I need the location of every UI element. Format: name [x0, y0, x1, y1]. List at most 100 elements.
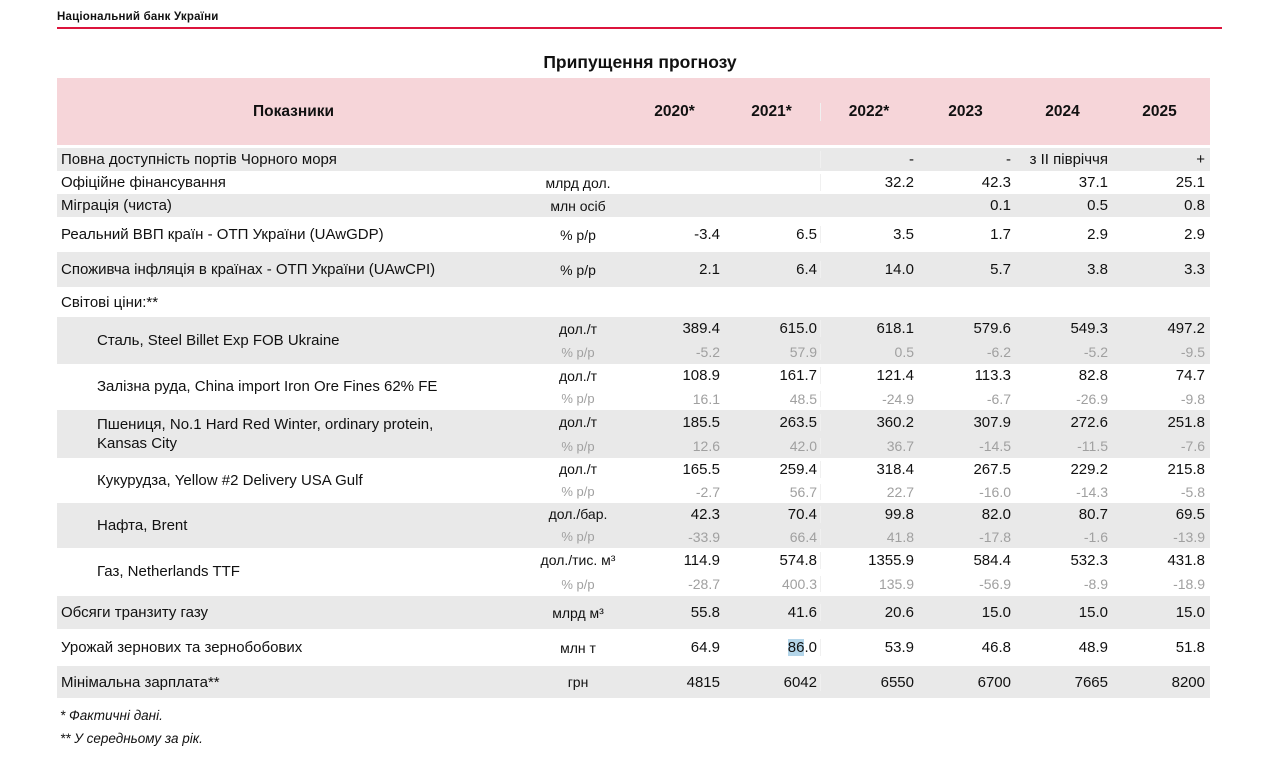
unit-cell: % р/р	[560, 226, 596, 243]
unit-cell-secondary: % р/р	[561, 391, 595, 406]
unit-cell-secondary: % р/р	[561, 576, 595, 592]
value-cell-secondary: -1.6	[1083, 528, 1108, 545]
row-label: Газ, Netherlands TTF	[97, 563, 240, 581]
value-cell: 584.4	[973, 551, 1011, 569]
value-cell-secondary: -8.9	[1083, 576, 1108, 592]
value-cell-secondary: -26.9	[1076, 390, 1108, 407]
row-label: Урожай зернових та зернобобових	[61, 639, 303, 656]
row-label: Сталь, Steel Billet Exp FOB Ukraine	[97, 331, 340, 349]
unit-cell-secondary: % р/р	[561, 529, 595, 545]
value-cell-secondary: -6.2	[986, 344, 1011, 361]
footnotes: * Фактичні дані. ** У середньому за рік.	[60, 705, 203, 751]
value-cell: 0.5	[1087, 197, 1108, 214]
unit-cell: % р/р	[560, 261, 596, 278]
table-header: Показники 2020* 2021* 2022* 2023 2024 2025	[57, 78, 1210, 145]
value-cell-secondary: -6.7	[986, 390, 1011, 407]
value-cell: 70.4	[787, 505, 817, 523]
value-cell: 69.5	[1175, 505, 1205, 523]
value-cell: 74.7	[1175, 367, 1205, 384]
value-cell: 48.9	[1078, 639, 1108, 656]
column-header-year: 2022*	[820, 102, 917, 121]
unit-cell: млрд м³	[552, 604, 604, 621]
unit-cell: млрд дол.	[545, 174, 611, 191]
value-cell-secondary: 41.8	[820, 528, 917, 545]
value-cell: 53.9	[820, 639, 917, 656]
value-cell: 37.1	[1078, 174, 1108, 191]
row-label: Офіційне фінансування	[61, 174, 226, 191]
value-cell: 0.1	[990, 197, 1011, 214]
value-cell: 0.8	[1184, 197, 1205, 214]
value-cell: 497.2	[1167, 320, 1205, 338]
row-label: Повна доступність портів Чорного моря	[61, 151, 337, 168]
table-row: Офіційне фінансування млрд дол. 32.2 42.3 37…	[57, 171, 1210, 194]
value-cell: 615.0	[779, 320, 817, 338]
value-cell: з ІІ півріччя	[1029, 151, 1108, 168]
value-cell: 267.5	[973, 460, 1011, 478]
value-cell: 318.4	[820, 460, 917, 478]
value-cell: 360.2	[820, 413, 917, 431]
value-cell: 3.5	[820, 226, 917, 243]
value-cell-secondary: -13.9	[1173, 528, 1205, 545]
value-cell: 263.5	[779, 413, 817, 431]
value-cell: 549.3	[1070, 320, 1108, 338]
value-cell: 32.2	[820, 174, 917, 191]
row-label: Мінімальна зарплата**	[61, 673, 220, 691]
value-cell: -3.4	[694, 226, 720, 243]
column-header-indicators: Показники	[252, 102, 335, 120]
value-cell: 165.5	[682, 460, 720, 478]
value-cell: 532.3	[1070, 551, 1108, 569]
value-cell: 1355.9	[820, 551, 917, 569]
value-cell: 215.8	[1167, 460, 1205, 478]
table-row: Споживча інфляція в країнах - ОТП Україн…	[57, 252, 1210, 287]
value-cell: 272.6	[1070, 413, 1108, 431]
value-cell-secondary: -17.8	[979, 528, 1011, 545]
value-cell-secondary: 56.7	[789, 483, 817, 500]
row-label: Світові ціни:**	[61, 293, 159, 311]
value-cell-secondary: -16.0	[979, 483, 1011, 500]
value-cell: 7665	[1074, 673, 1108, 691]
unit-cell: дол./т	[558, 461, 597, 478]
table-row: Нафта, Brent дол./бар. 42.3 70.4 99.8 82.0 80.…	[57, 503, 1210, 548]
value-cell: 2.9	[1087, 226, 1108, 243]
row-label: Обсяги транзиту газу	[61, 604, 209, 621]
value-cell-secondary: 36.7	[820, 438, 917, 454]
value-cell-secondary: -33.9	[688, 528, 720, 545]
footnote-actual-data: * Фактичні дані.	[60, 708, 163, 723]
value-cell-secondary: 66.4	[789, 528, 817, 545]
value-cell: 185.5	[682, 413, 720, 431]
table-row: Залізна руда, China import Iron Ore Fine…	[57, 364, 1210, 410]
column-header-year: 2023	[948, 102, 983, 120]
value-cell: 64.9	[690, 639, 720, 656]
table-row: Мінімальна зарплата** грн 4815 6042 6550 6700…	[57, 666, 1210, 698]
value-cell: 229.2	[1070, 460, 1108, 478]
table-row: Газ, Netherlands TTF дол./тис. м³ 114.9 574…	[57, 548, 1210, 596]
table-row: Світові ціни:**	[57, 287, 1210, 317]
table-row: Міграція (чиста) млн осіб 0.1 0.5 0.8	[57, 194, 1210, 217]
value-cell: 5.7	[990, 261, 1011, 278]
value-cell-secondary: 48.5	[789, 390, 817, 407]
value-cell-secondary: -9.8	[1180, 390, 1205, 407]
value-cell-secondary: 12.6	[692, 438, 720, 454]
value-cell: 99.8	[820, 505, 917, 523]
assumptions-table: Показники 2020* 2021* 2022* 2023 2024 2025 По…	[57, 78, 1210, 698]
unit-cell: дол./тис. м³	[540, 552, 616, 568]
table-row: Кукурудза, Yellow #2 Delivery USA Gulf до…	[57, 458, 1210, 503]
value-cell-secondary: 22.7	[820, 483, 917, 500]
brand-rule	[57, 27, 1222, 29]
value-cell: 41.6	[787, 604, 817, 621]
value-cell-secondary: -18.9	[1173, 576, 1205, 592]
value-cell: 6.4	[796, 261, 817, 278]
row-label: Залізна руда, China import Iron Ore Fine…	[97, 378, 438, 396]
value-cell-secondary: 16.1	[692, 390, 720, 407]
value-cell: 82.8	[1078, 367, 1108, 384]
table-row: Повна доступність портів Чорного моря - - з…	[57, 148, 1210, 171]
value-cell: 108.9	[682, 367, 720, 384]
table-row: Пшениця, No.1 Hard Red Winter, ordinary …	[57, 410, 1210, 458]
value-cell-secondary: -24.9	[820, 390, 917, 407]
row-label: Реальний ВВП країн - ОТП України (UAwGDP…	[61, 226, 384, 243]
unit-cell: дол./бар.	[548, 506, 608, 523]
column-header-year: 2025	[1142, 102, 1177, 120]
value-cell: 114.9	[683, 551, 720, 569]
value-cell-secondary: -56.9	[979, 576, 1011, 592]
